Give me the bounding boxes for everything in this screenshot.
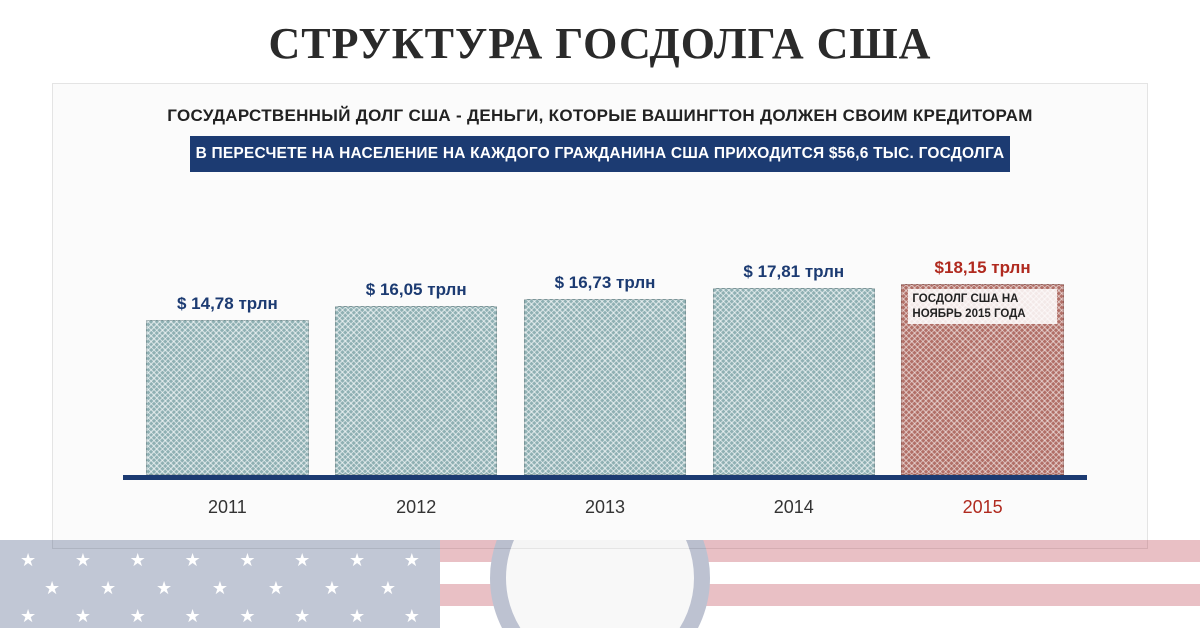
bar-column: $ 16,05 трлн	[322, 280, 511, 475]
bar-value-label: $ 16,05 трлн	[366, 280, 467, 300]
per-capita-ribbon: В ПЕРЕСЧЕТЕ НА НАСЕЛЕНИЕ НА КАЖДОГО ГРАЖ…	[190, 136, 1010, 172]
ribbon-prefix: В ПЕРЕСЧЕТЕ НА НАСЕЛЕНИЕ НА КАЖДОГО ГРАЖ…	[196, 145, 829, 162]
bar	[713, 288, 875, 475]
bar-value-label: $ 14,78 трлн	[177, 294, 278, 314]
flag-canton: ★★★★★★★★ ★★★★★★★ ★★★★★★★★	[0, 540, 440, 628]
flag-stars-row: ★★★★★★★★	[20, 550, 420, 571]
bar-column: $ 16,73 трлн	[511, 273, 700, 475]
x-axis-label: 2013	[511, 497, 700, 518]
bar-note: ГОСДОЛГ США НА НОЯБРЬ 2015 ГОДА	[908, 289, 1056, 324]
bar	[335, 306, 497, 475]
bar: ГОСДОЛГ США НА НОЯБРЬ 2015 ГОДА	[901, 284, 1063, 475]
ribbon-bold: $56,6 ТЫС. ГОСДОЛГА	[829, 145, 1005, 162]
seal-icon	[490, 540, 710, 628]
bar-value-label: $ 16,73 трлн	[555, 273, 656, 293]
x-axis-label: 2012	[322, 497, 511, 518]
subtitle: ГОСУДАРСТВЕННЫЙ ДОЛГ США - ДЕНЬГИ, КОТОР…	[83, 106, 1117, 126]
bar	[146, 320, 308, 475]
page-title: СТРУКТУРА ГОСДОЛГА США	[0, 0, 1200, 83]
bar-value-label: $18,15 трлн	[935, 258, 1031, 278]
x-axis-label: 2011	[133, 497, 322, 518]
flag-stars-row: ★★★★★★★	[44, 578, 396, 599]
flag-stars-row: ★★★★★★★★	[20, 606, 420, 627]
bar-column: $18,15 трлн ГОСДОЛГ США НА НОЯБРЬ 2015 ГО…	[888, 258, 1077, 475]
bar-column: $ 14,78 трлн	[133, 294, 322, 475]
bars-container: $ 14,78 трлн $ 16,05 трлн $ 16,73 трлн $ 17…	[133, 265, 1077, 475]
page: СТРУКТУРА ГОСДОЛГА США ГОСУДАРСТВЕННЫЙ Д…	[0, 0, 1200, 628]
flag-decoration: ★★★★★★★★ ★★★★★★★ ★★★★★★★★	[0, 540, 1200, 628]
x-axis-label: 2015	[888, 497, 1077, 518]
chart-baseline	[123, 475, 1087, 480]
bar-chart: $ 14,78 трлн $ 16,05 трлн $ 16,73 трлн $ 17…	[83, 228, 1117, 518]
bar	[524, 299, 686, 475]
x-axis-label: 2014	[699, 497, 888, 518]
bar-column: $ 17,81 трлн	[699, 262, 888, 475]
chart-panel: ГОСУДАРСТВЕННЫЙ ДОЛГ США - ДЕНЬГИ, КОТОР…	[52, 83, 1148, 549]
x-axis-labels: 20112012201320142015	[133, 497, 1077, 518]
bar-value-label: $ 17,81 трлн	[743, 262, 844, 282]
